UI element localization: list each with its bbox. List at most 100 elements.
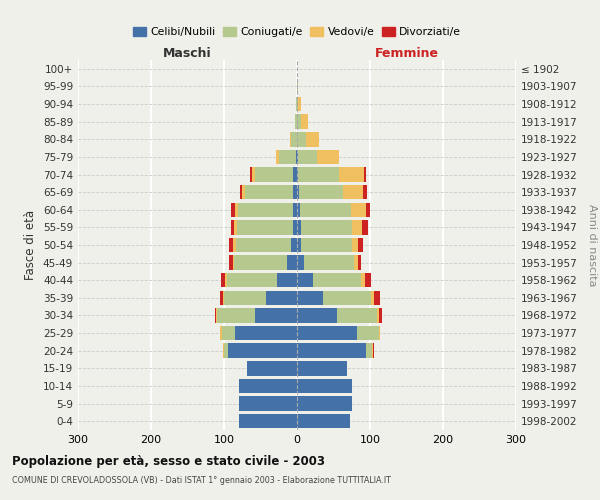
Bar [357, 326, 379, 340]
Bar [373, 344, 374, 358]
Bar [293, 202, 297, 217]
Bar [297, 220, 301, 234]
Bar [276, 150, 280, 164]
Bar [297, 273, 313, 287]
Bar [297, 256, 304, 270]
Bar [362, 220, 368, 234]
Bar [239, 396, 297, 411]
Bar [297, 185, 299, 200]
Bar [223, 344, 224, 358]
Bar [351, 202, 365, 217]
Bar [365, 273, 371, 287]
Bar [338, 168, 364, 181]
Bar [220, 290, 223, 305]
Text: Femmine: Femmine [374, 47, 439, 60]
Bar [226, 273, 227, 287]
Bar [234, 220, 237, 234]
Bar [227, 273, 277, 287]
Bar [297, 326, 357, 340]
Bar [352, 220, 362, 234]
Bar [297, 290, 323, 305]
Bar [374, 290, 380, 305]
Bar [290, 132, 291, 146]
Bar [240, 185, 242, 200]
Bar [300, 202, 351, 217]
Bar [301, 220, 352, 234]
Bar [354, 256, 358, 270]
Bar [297, 378, 352, 393]
Bar [361, 273, 365, 287]
Bar [296, 97, 297, 112]
Bar [317, 150, 340, 164]
Bar [297, 238, 301, 252]
Bar [252, 168, 256, 181]
Bar [379, 308, 382, 322]
Bar [365, 202, 370, 217]
Bar [224, 344, 227, 358]
Bar [216, 308, 217, 322]
Bar [297, 202, 300, 217]
Bar [379, 326, 380, 340]
Bar [323, 290, 371, 305]
Bar [298, 97, 301, 112]
Bar [306, 132, 319, 146]
Bar [256, 168, 293, 181]
Bar [299, 185, 343, 200]
Bar [358, 238, 363, 252]
Bar [233, 256, 234, 270]
Bar [217, 308, 254, 322]
Bar [364, 168, 365, 181]
Bar [297, 344, 367, 358]
Bar [239, 378, 297, 393]
Text: Popolazione per età, sesso e stato civile - 2003: Popolazione per età, sesso e stato civil… [12, 455, 325, 468]
Bar [215, 308, 216, 322]
Bar [367, 344, 372, 358]
Bar [229, 238, 233, 252]
Bar [377, 308, 379, 322]
Bar [297, 132, 306, 146]
Bar [313, 273, 361, 287]
Bar [297, 308, 337, 322]
Bar [220, 326, 222, 340]
Text: COMUNE DI CREVOLADOSSOLA (VB) - Dati ISTAT 1° gennaio 2003 - Elaborazione TUTTIT: COMUNE DI CREVOLADOSSOLA (VB) - Dati IST… [12, 476, 391, 485]
Bar [364, 185, 367, 200]
Bar [237, 220, 293, 234]
Bar [250, 168, 252, 181]
Bar [352, 238, 358, 252]
Bar [227, 344, 297, 358]
Bar [297, 79, 298, 94]
Bar [229, 256, 233, 270]
Bar [235, 326, 297, 340]
Text: Maschi: Maschi [163, 47, 212, 60]
Bar [295, 114, 297, 129]
Y-axis label: Anni di nascita: Anni di nascita [587, 204, 597, 286]
Bar [293, 220, 297, 234]
Bar [296, 150, 297, 164]
Bar [297, 414, 350, 428]
Bar [297, 361, 347, 376]
Bar [293, 168, 297, 181]
Bar [234, 256, 287, 270]
Bar [232, 202, 235, 217]
Bar [222, 326, 235, 340]
Bar [371, 290, 374, 305]
Bar [304, 256, 354, 270]
Bar [291, 132, 297, 146]
Bar [298, 150, 317, 164]
Bar [297, 114, 301, 129]
Bar [297, 168, 298, 181]
Bar [224, 290, 266, 305]
Bar [236, 238, 291, 252]
Bar [235, 202, 238, 217]
Bar [291, 238, 297, 252]
Bar [297, 150, 298, 164]
Legend: Celibi/Nubili, Coniugati/e, Vedovi/e, Divorziati/e: Celibi/Nubili, Coniugati/e, Vedovi/e, Di… [128, 23, 466, 42]
Bar [293, 185, 297, 200]
Bar [221, 273, 226, 287]
Bar [337, 308, 377, 322]
Bar [301, 238, 352, 252]
Bar [372, 344, 373, 358]
Bar [343, 185, 364, 200]
Bar [277, 273, 297, 287]
Bar [298, 168, 338, 181]
